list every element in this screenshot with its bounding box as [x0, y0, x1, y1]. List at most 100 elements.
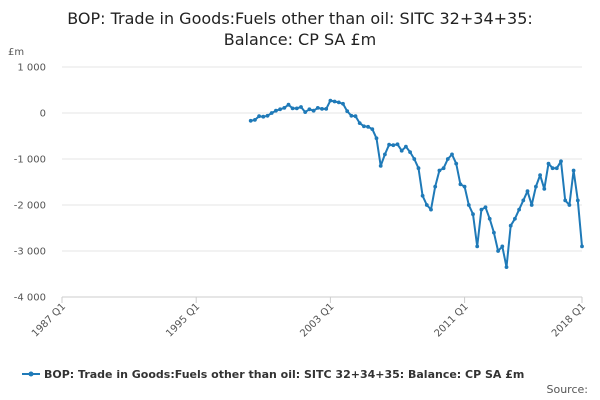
- data-point[interactable]: [433, 184, 438, 189]
- chart-title-line-1: BOP: Trade in Goods:Fuels other than oil…: [67, 9, 533, 28]
- data-point[interactable]: [303, 110, 308, 114]
- data-point[interactable]: [282, 106, 287, 110]
- data-point[interactable]: [248, 118, 253, 123]
- data-point[interactable]: [559, 159, 563, 164]
- data-point[interactable]: [542, 187, 547, 191]
- data-point[interactable]: [328, 98, 333, 103]
- data-point[interactable]: [580, 244, 584, 249]
- data-point[interactable]: [529, 203, 534, 207]
- data-point[interactable]: [479, 207, 484, 212]
- y-tick-label: 0: [40, 109, 46, 120]
- data-point[interactable]: [424, 203, 429, 207]
- data-point[interactable]: [504, 265, 509, 269]
- data-point[interactable]: [492, 230, 496, 235]
- data-point[interactable]: [538, 173, 542, 178]
- data-point[interactable]: [445, 157, 450, 161]
- y-tick-label: -4 000: [14, 293, 46, 304]
- data-point[interactable]: [311, 108, 316, 113]
- chart-title-line-2: Balance: CP SA £m: [224, 30, 376, 49]
- x-tick-label: 2003 Q1: [298, 301, 336, 339]
- data-point[interactable]: [374, 136, 379, 141]
- data-point[interactable]: [391, 143, 396, 148]
- data-point[interactable]: [500, 244, 505, 249]
- data-point[interactable]: [257, 114, 261, 119]
- data-point[interactable]: [315, 106, 320, 110]
- data-point[interactable]: [420, 193, 425, 198]
- data-point[interactable]: [274, 108, 278, 113]
- data-point[interactable]: [441, 166, 446, 171]
- x-tick-label: 2018 Q1: [550, 301, 588, 339]
- data-point[interactable]: [525, 189, 530, 194]
- data-point[interactable]: [336, 100, 341, 105]
- data-point[interactable]: [575, 198, 580, 203]
- data-point[interactable]: [496, 249, 500, 253]
- data-point[interactable]: [299, 105, 303, 109]
- legend[interactable]: BOP: Trade in Goods:Fuels other than oil…: [22, 368, 524, 381]
- data-point[interactable]: [366, 124, 370, 129]
- data-point[interactable]: [466, 203, 471, 207]
- y-tick-label: -1 000: [14, 155, 46, 166]
- data-point[interactable]: [307, 107, 312, 112]
- y-tick-label: -2 000: [14, 201, 46, 212]
- data-point[interactable]: [349, 113, 354, 118]
- data-point[interactable]: [450, 152, 454, 157]
- data-point[interactable]: [408, 150, 412, 155]
- data-point[interactable]: [395, 142, 400, 147]
- data-point[interactable]: [357, 121, 362, 125]
- data-point[interactable]: [294, 106, 299, 111]
- data-point[interactable]: [324, 107, 329, 111]
- data-point[interactable]: [265, 113, 270, 118]
- y-axis-ticks: 1 000 0 -1 000 -2 000 -3 000 -4 000: [14, 63, 46, 304]
- data-point[interactable]: [508, 223, 513, 228]
- data-point[interactable]: [458, 182, 463, 187]
- legend-label: BOP: Trade in Goods:Fuels other than oil…: [44, 368, 524, 381]
- data-point[interactable]: [462, 184, 467, 189]
- data-point[interactable]: [290, 106, 295, 111]
- x-tick-label: 1995 Q1: [164, 301, 202, 339]
- data-point[interactable]: [370, 127, 375, 131]
- data-point[interactable]: [286, 102, 291, 107]
- source-label: Source:: [547, 383, 589, 396]
- data-point[interactable]: [471, 212, 475, 217]
- data-point[interactable]: [483, 205, 488, 210]
- data-point[interactable]: [345, 109, 350, 114]
- data-point[interactable]: [563, 198, 568, 203]
- data-point[interactable]: [399, 148, 404, 153]
- data-point[interactable]: [320, 107, 324, 111]
- legend-marker-dot: [28, 371, 34, 377]
- data-point[interactable]: [513, 216, 517, 221]
- data-point[interactable]: [437, 168, 442, 173]
- data-point[interactable]: [475, 244, 480, 249]
- data-point[interactable]: [253, 118, 257, 122]
- x-tick-label: 2011 Q1: [433, 301, 471, 339]
- data-point[interactable]: [429, 207, 433, 212]
- data-point[interactable]: [454, 161, 459, 166]
- data-point[interactable]: [278, 107, 282, 112]
- data-point[interactable]: [412, 157, 417, 161]
- data-point[interactable]: [554, 166, 559, 171]
- data-point[interactable]: [534, 184, 538, 189]
- data-point[interactable]: [550, 166, 555, 171]
- data-point[interactable]: [571, 168, 576, 173]
- data-point[interactable]: [362, 124, 366, 129]
- data-point[interactable]: [383, 152, 387, 157]
- data-point[interactable]: [387, 142, 391, 147]
- data-point[interactable]: [378, 164, 383, 168]
- x-tick-label: 1987 Q1: [30, 301, 68, 339]
- data-point[interactable]: [404, 144, 408, 149]
- y-tick-label: 1 000: [17, 63, 46, 74]
- data-point[interactable]: [521, 198, 526, 203]
- data-point[interactable]: [517, 207, 521, 212]
- data-point[interactable]: [261, 114, 266, 119]
- data-point[interactable]: [341, 101, 345, 106]
- data-point[interactable]: [416, 166, 421, 171]
- data-point[interactable]: [332, 99, 337, 104]
- x-axis-ticks: 1987 Q1 1995 Q1 2003 Q1 2011 Q1 2018 Q1: [30, 296, 588, 339]
- data-point[interactable]: [567, 203, 572, 207]
- data-point[interactable]: [269, 111, 274, 115]
- y-axis-unit-label: £m: [8, 47, 24, 58]
- data-point[interactable]: [487, 216, 492, 221]
- data-point[interactable]: [546, 161, 551, 166]
- data-point[interactable]: [353, 114, 358, 119]
